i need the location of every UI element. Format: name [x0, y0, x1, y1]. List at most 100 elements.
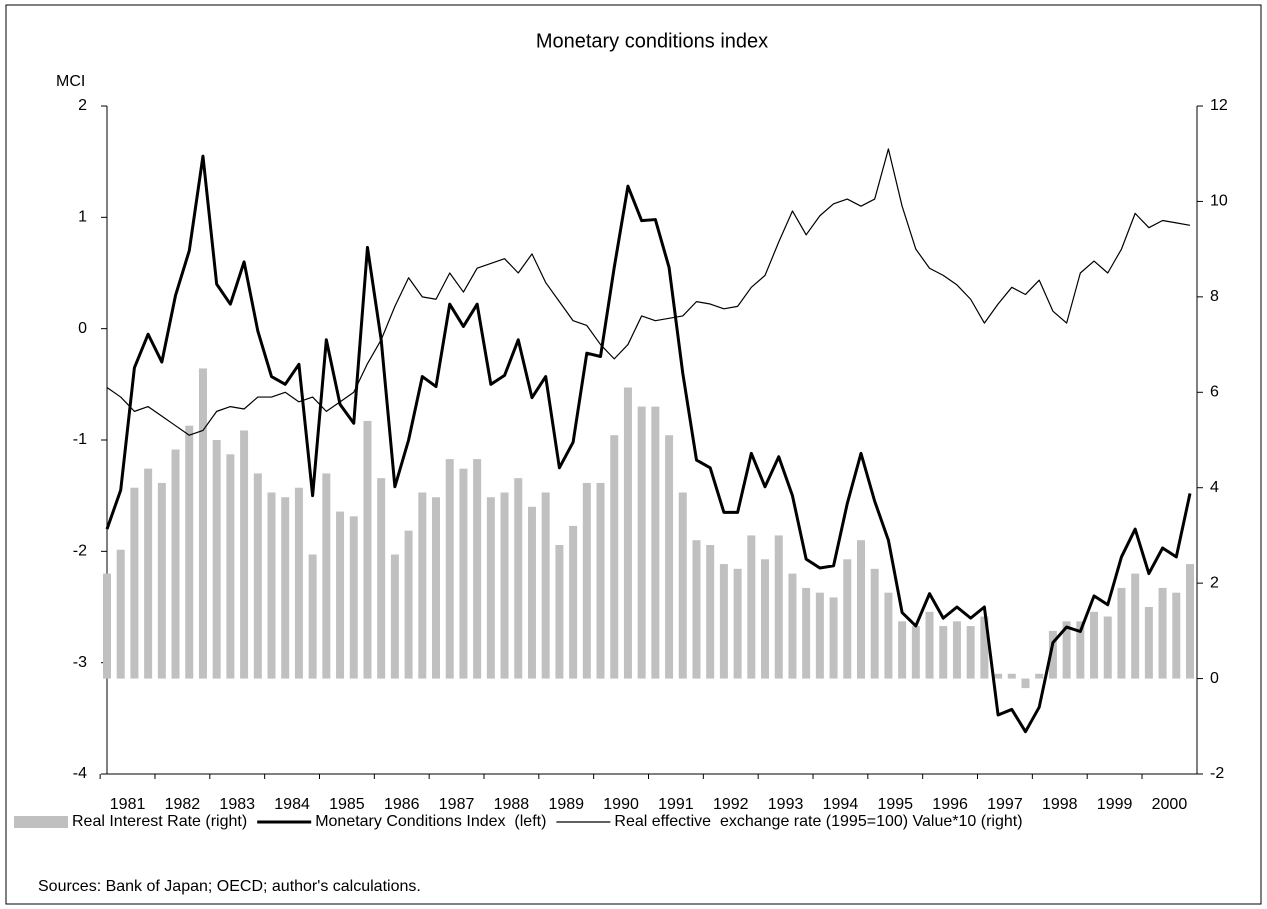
bar — [1131, 573, 1140, 679]
source-note: Sources: Bank of Japan; OECD; author's c… — [38, 878, 421, 895]
bar — [144, 468, 153, 679]
bar — [610, 435, 619, 679]
bar — [980, 616, 989, 679]
x-tick-label: 1998 — [1042, 796, 1078, 813]
bar — [541, 492, 550, 679]
bar — [185, 425, 194, 679]
bar — [336, 511, 345, 679]
bar — [555, 544, 564, 679]
bar — [1048, 630, 1057, 679]
bar — [253, 473, 262, 679]
bar — [884, 592, 893, 679]
bar — [1090, 611, 1099, 679]
bar — [212, 440, 221, 679]
bar — [692, 540, 701, 679]
bar — [1021, 678, 1030, 689]
bar — [267, 492, 276, 679]
bar — [952, 621, 961, 679]
x-tick-label: 1983 — [219, 796, 255, 813]
y2-tick-label: 10 — [1210, 193, 1228, 210]
x-tick-label: 1985 — [329, 796, 365, 813]
y-axis-label: MCI — [56, 73, 85, 90]
bar — [829, 597, 838, 679]
x-tick-label: 1994 — [823, 796, 859, 813]
bar — [157, 482, 166, 679]
x-tick-label: 1989 — [548, 796, 584, 813]
legend-label: Monetary Conditions Index (left) — [315, 813, 546, 830]
y2-tick-label: 4 — [1210, 479, 1219, 496]
bar — [774, 535, 783, 679]
bar — [349, 516, 358, 679]
bar — [281, 497, 290, 679]
y2-tick-label: -2 — [1210, 765, 1224, 782]
bar — [432, 497, 441, 679]
x-tick-label: 1984 — [274, 796, 310, 813]
bar — [623, 387, 632, 679]
y2-tick-label: 8 — [1210, 288, 1219, 305]
x-tick-label: 1995 — [877, 796, 913, 813]
line — [106, 148, 1191, 436]
x-tick-label: 2000 — [1152, 796, 1188, 813]
x-tick-label: 1986 — [384, 796, 420, 813]
bar — [815, 592, 824, 679]
y-tick-label: -1 — [73, 431, 87, 448]
bar — [761, 559, 770, 679]
x-tick-label: 1990 — [603, 796, 639, 813]
bar — [226, 454, 235, 679]
x-tick-label: 1982 — [165, 796, 201, 813]
x-tick-label: 1988 — [494, 796, 530, 813]
bar — [1062, 621, 1071, 679]
bar — [404, 530, 413, 679]
bar — [569, 525, 578, 679]
bar — [843, 559, 852, 679]
bar — [130, 487, 139, 679]
bar — [500, 492, 509, 679]
x-tick-label: 1987 — [439, 796, 475, 813]
bar — [473, 459, 482, 679]
bar — [1103, 616, 1112, 679]
y-tick-label: -2 — [73, 543, 87, 560]
bar — [322, 473, 331, 679]
bar — [651, 406, 660, 679]
bar — [390, 554, 399, 679]
y2-tick-label: 2 — [1210, 574, 1219, 591]
bar — [856, 540, 865, 679]
bar — [116, 549, 125, 679]
legend-label: Real Interest Rate (right) — [72, 813, 247, 830]
legend-label: Real effective exchange rate (1995=100) … — [614, 813, 1022, 830]
frame — [5, 4, 1262, 905]
legend-swatch — [14, 816, 68, 828]
y2-tick-label: 6 — [1210, 384, 1219, 401]
bar — [294, 487, 303, 679]
bar — [198, 368, 207, 679]
bar — [240, 430, 249, 679]
x-tick-label: 1992 — [713, 796, 749, 813]
bar — [1076, 621, 1085, 679]
bar — [802, 587, 811, 679]
x-tick-label: 1981 — [110, 796, 146, 813]
x-tick-label: 1993 — [768, 796, 804, 813]
bar — [898, 621, 907, 679]
bar — [103, 573, 111, 679]
bar — [1144, 607, 1153, 679]
bar — [171, 449, 180, 679]
chart-title: Monetary conditions index — [536, 30, 768, 52]
bar — [308, 554, 317, 679]
x-tick-label: 1999 — [1097, 796, 1133, 813]
bar — [733, 568, 742, 679]
x-tick-label: 1997 — [987, 796, 1023, 813]
bar — [719, 564, 728, 679]
y-tick-label: 0 — [78, 320, 87, 337]
bar — [966, 626, 975, 679]
bar — [1172, 592, 1181, 679]
bar — [459, 468, 468, 679]
bar — [706, 544, 715, 679]
bar — [1117, 587, 1126, 679]
bar — [445, 459, 454, 679]
bar — [665, 435, 674, 679]
bar — [925, 611, 934, 679]
bar — [377, 478, 386, 679]
bar — [911, 626, 920, 679]
bar — [514, 478, 523, 679]
